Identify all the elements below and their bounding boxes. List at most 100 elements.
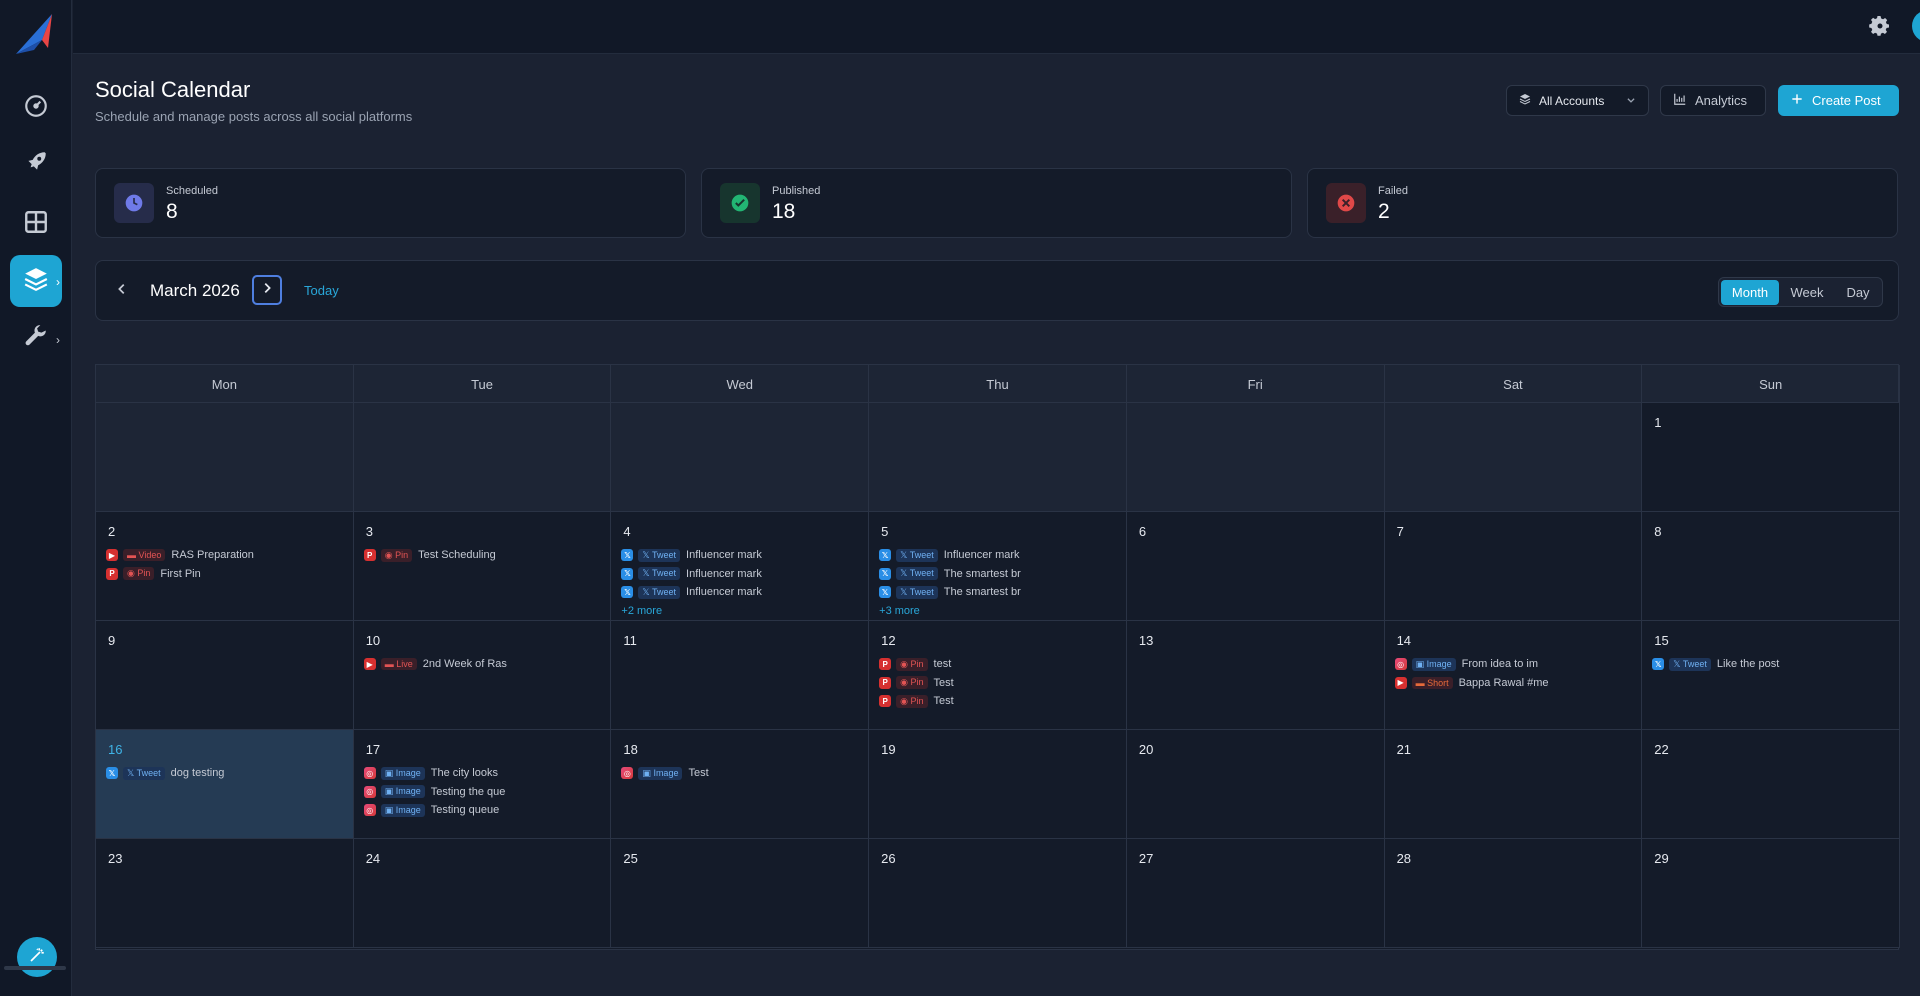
calendar-day-cell[interactable]: 12 P ◉ Pin test P ◉ Pin Test P ◉ Pin Test <box>869 621 1127 730</box>
calendar-day-cell[interactable]: 20 <box>1126 730 1385 839</box>
calendar-day-cell[interactable]: 16 𝕏 𝕏 Tweet dog testing <box>96 730 354 839</box>
prev-month-button[interactable] <box>112 281 132 301</box>
post-type-badge: 𝕏 Tweet <box>123 766 165 780</box>
calendar-day-cell[interactable]: 26 <box>869 839 1127 948</box>
calendar-day-cell[interactable]: 18 ◎ ▣ Image Test <box>611 730 870 839</box>
day-number: 8 <box>1654 524 1662 539</box>
calendar-event[interactable]: ▶ ▬ Short Bappa Rawal #me <box>1394 674 1634 693</box>
calendar-day-cell[interactable]: 27 <box>1126 839 1385 948</box>
calendar-day-cell[interactable]: 11 <box>611 621 870 730</box>
day-number: 19 <box>881 742 896 757</box>
next-month-button[interactable] <box>252 275 282 305</box>
day-number: 6 <box>1138 524 1147 539</box>
sidebar-item-dashboard[interactable] <box>10 82 62 134</box>
view-week-button[interactable]: Week <box>1790 285 1824 300</box>
calendar-day-cell[interactable]: 1 <box>1642 403 1900 512</box>
post-type-badge: ▣ Image <box>380 803 425 817</box>
calendar-day-cell[interactable]: 9 <box>96 621 354 730</box>
event-title: test <box>933 658 952 671</box>
more-events-link[interactable]: +2 more <box>621 604 663 617</box>
more-events-link[interactable]: +3 more <box>879 604 920 617</box>
calendar-event[interactable]: P ◉ Pin test <box>879 655 1118 674</box>
magic-wand-button[interactable] <box>17 937 57 977</box>
calendar-day-cell[interactable]: 29 <box>1642 839 1900 948</box>
post-type-badge: ◉ Pin <box>123 567 155 581</box>
x-logo-icon: 𝕏 <box>879 567 892 580</box>
calendar-day-cell[interactable]: 23 <box>96 839 354 948</box>
calendar-event[interactable]: P ◉ Pin First Pin <box>106 565 345 584</box>
calendar-day-cell[interactable]: 19 <box>869 730 1127 839</box>
sidebar-item-social[interactable]: › <box>10 255 62 307</box>
app-logo[interactable] <box>12 10 58 56</box>
post-type-label: Image <box>653 767 679 778</box>
calendar-day-cell[interactable]: 10 ▶ ▬ Live 2nd Week of Ras <box>353 621 612 730</box>
calendar-day-cell[interactable]: 21 <box>1384 730 1643 839</box>
calendar-event[interactable]: P ◉ Pin Test Scheduling <box>363 546 603 565</box>
day-number: 7 <box>1396 524 1404 539</box>
calendar-day-cell[interactable]: 3 P ◉ Pin Test Scheduling <box>353 512 612 621</box>
calendar-event[interactable]: ◎ ▣ Image Testing queue <box>363 801 603 820</box>
calendar-day-cell[interactable]: 2 ▶ ▬ Video RAS Preparation P ◉ Pin First Pin <box>96 512 354 621</box>
chevron-left-icon <box>115 282 129 301</box>
calendar-event[interactable]: ◎ ▣ Image The city looks <box>363 764 603 783</box>
calendar-event[interactable]: ▶ ▬ Video RAS Preparation <box>106 546 345 565</box>
plus-icon <box>1790 92 1804 109</box>
user-avatar[interactable]: NK <box>1912 10 1920 42</box>
sidebar-scrollbar[interactable] <box>4 966 66 970</box>
calendar-day-cell[interactable]: 25 <box>611 839 870 948</box>
calendar-day-cell[interactable]: 28 <box>1384 839 1643 948</box>
sidebar-item-grid[interactable] <box>10 198 62 250</box>
calendar-day-cell[interactable]: 24 <box>353 839 612 948</box>
calendar-day-cell[interactable]: 15 𝕏 𝕏 Tweet Like the post <box>1642 621 1900 730</box>
calendar-day-cell[interactable]: 13 <box>1126 621 1385 730</box>
calendar-day-cell[interactable]: 22 <box>1642 730 1900 839</box>
stat-label: Failed <box>1378 185 1408 197</box>
post-type-icon: ◉ <box>900 695 911 706</box>
create-post-button[interactable]: Create Post <box>1778 85 1899 116</box>
accounts-dropdown[interactable]: All Accounts <box>1506 85 1649 116</box>
analytics-button[interactable]: Analytics <box>1660 85 1766 116</box>
calendar-event[interactable]: P ◉ Pin Test <box>879 674 1118 693</box>
calendar-event[interactable]: ▶ ▬ Live 2nd Week of Ras <box>363 655 603 674</box>
event-title: The smartest br <box>943 586 1021 599</box>
event-title: Test Scheduling <box>418 549 496 562</box>
x-logo-icon: 𝕏 <box>621 567 634 580</box>
calendar-cell-empty <box>611 403 870 512</box>
calendar-day-cell[interactable]: 8 <box>1642 512 1900 621</box>
calendar-day-cell[interactable]: 14 ◎ ▣ Image From idea to im ▶ ▬ Short Bappa R… <box>1384 621 1643 730</box>
settings-button[interactable] <box>1868 14 1892 38</box>
calendar-event[interactable]: ◎ ▣ Image Testing the que <box>363 783 603 802</box>
calendar-cell-empty <box>1384 403 1643 512</box>
day-number: 4 <box>623 524 631 539</box>
post-type-badge: ▬ Video <box>123 549 166 562</box>
calendar-grid: Mon Tue Wed Thu Fri Sat Sun 1 2 ▶ ▬ Video RAS Prep… <box>95 364 1900 950</box>
today-button[interactable]: Today <box>304 283 339 298</box>
calendar-day-cell[interactable]: 7 <box>1384 512 1643 621</box>
post-type-icon: ◉ <box>127 568 138 579</box>
calendar-event[interactable]: ◎ ▣ Image Test <box>621 764 860 783</box>
post-type-label: Image <box>395 767 421 778</box>
calendar-day-cell[interactable]: 17 ◎ ▣ Image The city looks ◎ ▣ Image Testing … <box>353 730 612 839</box>
post-type-icon: 𝕏 <box>642 568 653 579</box>
view-day-button[interactable]: Day <box>1846 285 1870 300</box>
event-title: Testing the que <box>430 785 506 798</box>
sidebar-item-launch[interactable] <box>10 138 62 190</box>
calendar-day-cell[interactable]: 6 <box>1126 512 1385 621</box>
sidebar-item-tools[interactable]: › <box>10 313 62 365</box>
calendar-event[interactable]: P ◉ Pin Test <box>879 692 1118 711</box>
view-month-button[interactable]: Month <box>1721 280 1779 305</box>
calendar-event[interactable]: ◎ ▣ Image From idea to im <box>1394 655 1634 674</box>
create-post-label: Create Post <box>1812 93 1881 108</box>
calendar-cell-empty <box>353 403 612 512</box>
event-title: dog testing <box>170 767 225 780</box>
